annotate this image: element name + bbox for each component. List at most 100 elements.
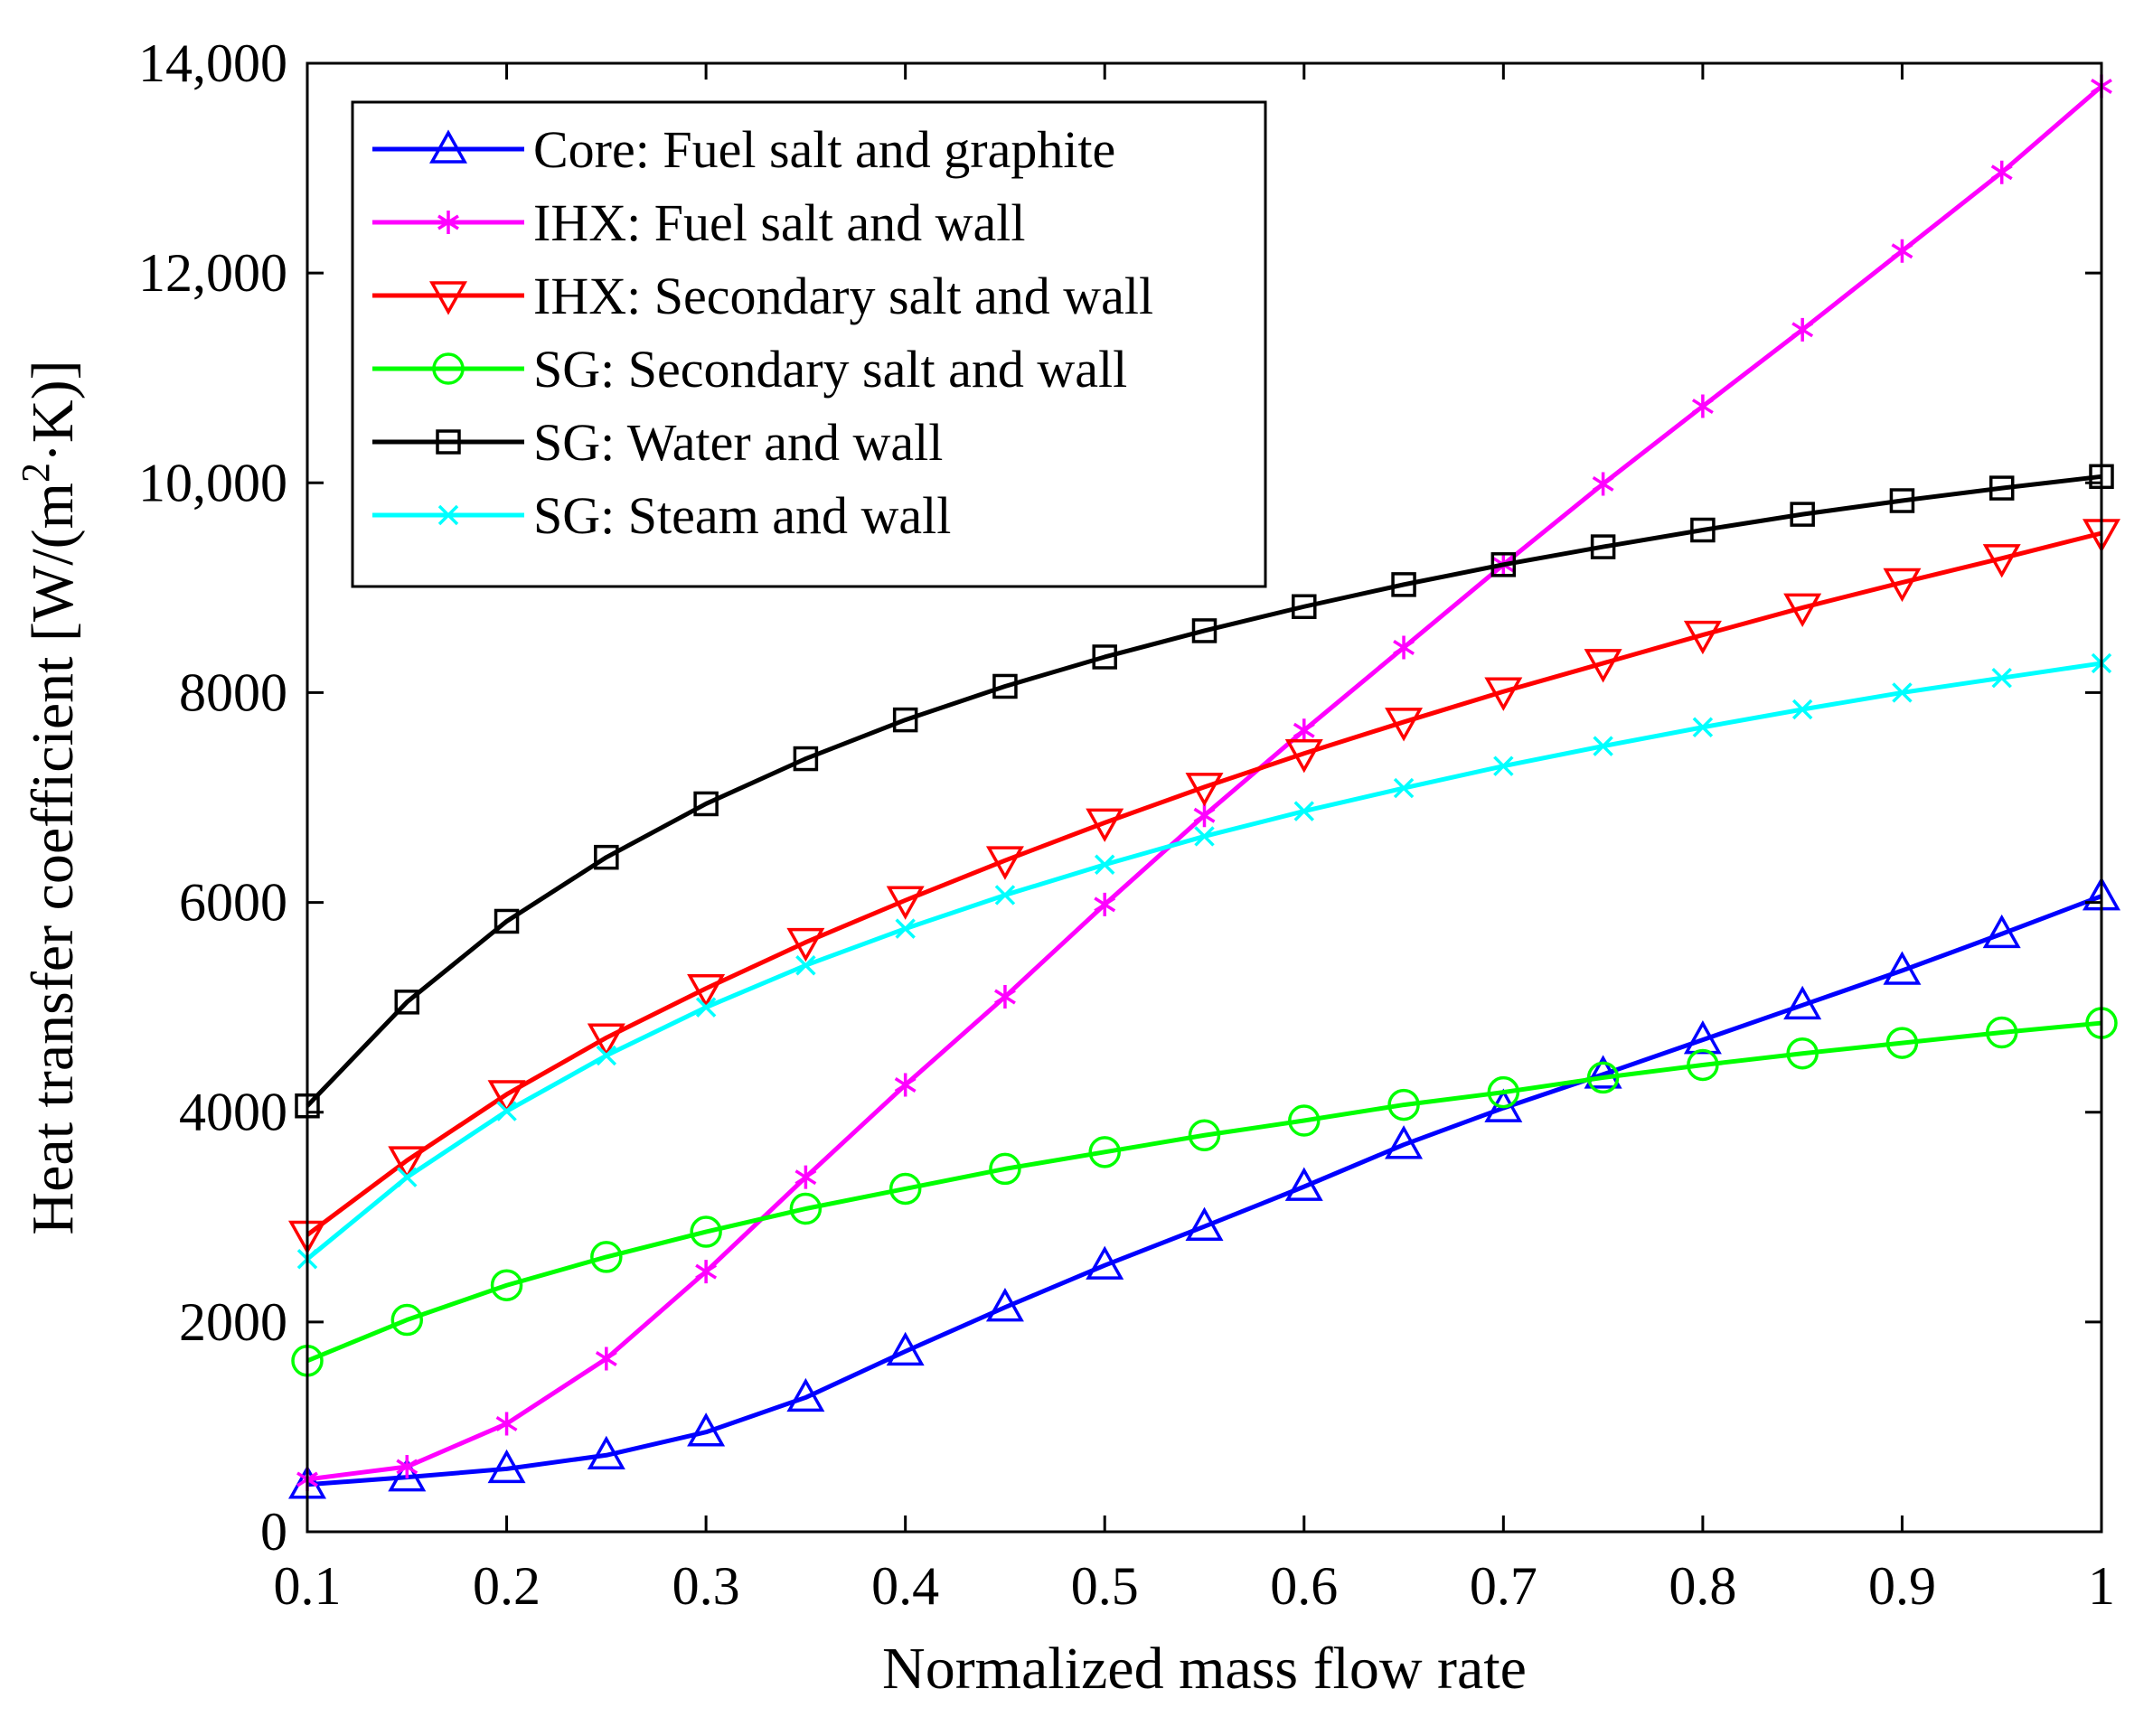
data-point — [1490, 552, 1517, 577]
plot-frame — [306, 61, 2103, 1534]
data-point — [789, 1192, 823, 1225]
data-point — [989, 1152, 1021, 1186]
data-point — [390, 1303, 424, 1337]
data-point — [1293, 801, 1315, 821]
data-point — [1683, 620, 1722, 655]
data-point — [992, 673, 1018, 699]
data-point — [1592, 472, 1614, 496]
legend-label: IHX: Secondary salt and wall — [533, 267, 1153, 325]
data-point — [437, 211, 459, 234]
data-point — [396, 1455, 418, 1479]
data-point — [695, 1260, 718, 1284]
data-point — [1690, 517, 1716, 543]
data-point — [895, 918, 916, 939]
data-point — [1883, 951, 1922, 985]
data-point — [894, 1073, 917, 1097]
data-point — [793, 746, 819, 772]
data-point — [394, 990, 420, 1015]
data-point — [1889, 488, 1915, 513]
data-point — [687, 1412, 726, 1447]
data-point — [1892, 682, 1913, 703]
data-point — [985, 846, 1024, 880]
data-point — [429, 281, 467, 315]
data-point — [1284, 1167, 1323, 1201]
data-point — [388, 1146, 427, 1180]
data-point — [1293, 718, 1315, 743]
data-point — [1088, 1136, 1121, 1168]
data-point — [1988, 475, 2015, 501]
legend-item: SG: Secondary salt and wall — [372, 340, 1127, 399]
y-tick-label: 0 — [260, 1502, 287, 1562]
data-point — [1288, 1104, 1321, 1137]
axis-ticks: 0.1 0.2 0.3 0.4 0.5 0.6 0.7 0.8 0.9 1 0 2000 4000 600… — [138, 33, 2115, 1616]
x-tick-label: 0.2 — [473, 1556, 541, 1616]
data-point — [1982, 544, 2021, 578]
data-point — [1791, 317, 1814, 342]
data-point — [596, 1045, 617, 1066]
x-tick-label: 0.8 — [1669, 1556, 1736, 1616]
data-point — [892, 707, 918, 733]
data-point — [1883, 568, 1922, 603]
data-point — [487, 1449, 526, 1484]
series-line — [306, 1020, 2102, 1364]
data-point — [494, 908, 520, 934]
x-tick-label: 0.4 — [871, 1556, 939, 1616]
legend-label: IHX: Fuel salt and wall — [533, 193, 1025, 252]
data-point — [794, 1165, 817, 1189]
y-tick-label: 8000 — [179, 662, 287, 722]
x-tick-label: 0.1 — [274, 1556, 342, 1616]
data-point — [587, 1435, 625, 1470]
data-point — [695, 997, 717, 1018]
data-point — [1391, 572, 1416, 597]
data-point — [1385, 1125, 1424, 1159]
data-point — [795, 954, 816, 976]
data-point — [487, 1080, 526, 1114]
data-point — [1094, 854, 1115, 876]
data-point — [1393, 635, 1415, 660]
x-tick-label: 0.3 — [672, 1556, 740, 1616]
data-point — [1094, 892, 1116, 916]
series-layer — [288, 74, 2120, 1499]
y-axis-label-main: Heat transfer coefficient [W/(m — [20, 483, 86, 1235]
data-point — [1185, 1206, 1224, 1241]
data-point — [594, 844, 619, 870]
data-point — [1487, 1075, 1520, 1109]
data-point — [994, 885, 1016, 906]
data-point — [1593, 736, 1613, 756]
data-point — [397, 1167, 418, 1187]
data-point — [786, 1377, 825, 1412]
data-point — [1783, 985, 1822, 1020]
data-point — [1086, 808, 1124, 842]
data-point — [1985, 1016, 2018, 1049]
data-point — [1484, 677, 1523, 711]
data-point — [1292, 594, 1317, 619]
series-6 — [296, 652, 2112, 1270]
x-tick-label: 0.6 — [1270, 1556, 1338, 1616]
data-point — [1193, 803, 1216, 828]
data-point — [1387, 1088, 1420, 1121]
data-point — [496, 1101, 517, 1121]
series-line — [306, 474, 2102, 1108]
data-point — [1786, 1037, 1819, 1070]
data-point — [1284, 739, 1323, 774]
data-point — [1692, 717, 1714, 737]
data-point — [693, 791, 719, 817]
y-tick-label: 2000 — [179, 1292, 287, 1352]
data-point — [595, 1347, 617, 1371]
x-tick-label: 0.5 — [1071, 1556, 1139, 1616]
y-tick-label: 10,000 — [138, 453, 287, 512]
data-point — [495, 1412, 518, 1436]
y-tick-label: 4000 — [179, 1083, 287, 1142]
legend-item: SG: Steam and wall — [372, 486, 951, 545]
data-point — [437, 504, 459, 526]
data-point — [1493, 755, 1514, 776]
y-tick-label: 6000 — [179, 873, 287, 933]
legend: Core: Fuel salt and graphite IHX: Fuel sa… — [351, 100, 1267, 588]
data-point — [1885, 1027, 1919, 1059]
data-point — [1191, 618, 1218, 643]
legend-label: SG: Secondary salt and wall — [533, 340, 1127, 399]
data-point — [985, 1288, 1024, 1322]
data-point — [1092, 644, 1117, 670]
legend-label: SG: Water and wall — [533, 413, 943, 472]
